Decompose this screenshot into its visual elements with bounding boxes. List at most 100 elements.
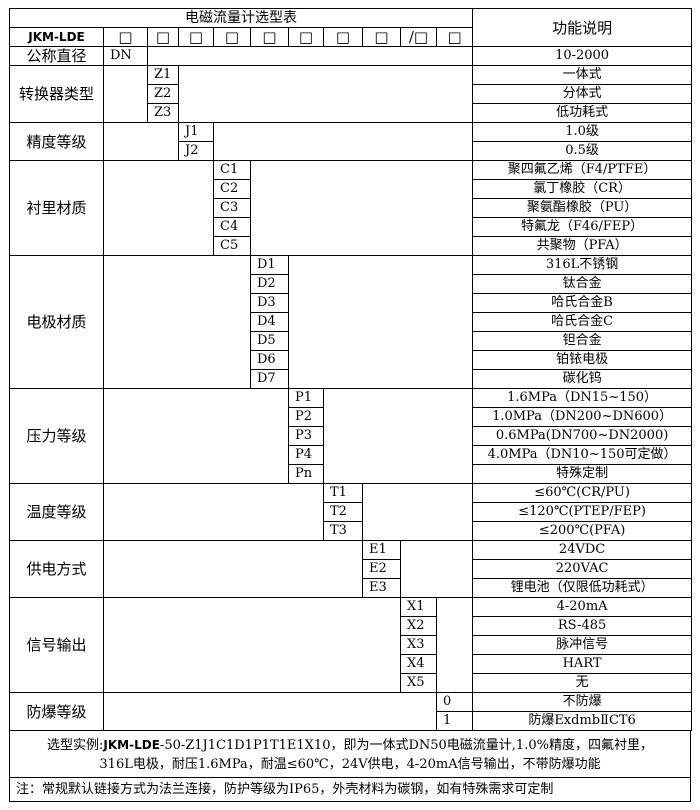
table-row: D2 钛合金 bbox=[10, 274, 693, 294]
option-description: 无 bbox=[472, 673, 693, 693]
group-label: 公称直径 bbox=[9, 46, 104, 66]
table-row: 衬里材质 C1 聚四氟乙烯（F4/PTFE） bbox=[9, 160, 693, 256]
option-description: 0.6MPa(DN700~DN2000) bbox=[472, 426, 693, 446]
option-description: 聚四氟乙烯（F4/PTFE） bbox=[472, 160, 693, 180]
example-prefix: 选型实例: bbox=[47, 738, 104, 753]
option-code: Pn bbox=[288, 464, 324, 484]
selection-table-container: 电磁流量计选型表 功能说明 JKM-LDE □ □ □ □ □ □ □ □/□ □ 公称直径 DN… bbox=[8, 8, 693, 802]
blank-cell bbox=[177, 65, 474, 123]
table-row: C5 共聚物（PFA） bbox=[10, 236, 693, 256]
option-description: HART bbox=[472, 654, 693, 674]
option-description: 聚氨酯橡胶（PU） bbox=[472, 198, 693, 218]
option-code: T2 bbox=[323, 502, 363, 522]
option-code: C3 bbox=[213, 198, 251, 218]
blank-cell bbox=[103, 483, 324, 541]
option-description: ≤60℃(CR/PU) bbox=[472, 483, 693, 503]
blank-cell bbox=[146, 46, 474, 66]
table-row: X2 RS-485 bbox=[10, 616, 693, 636]
option-code: C5 bbox=[213, 236, 251, 256]
example-model: JKM-LDE bbox=[103, 738, 160, 752]
table-row: P2 1.0MPa（DN200~DN600） bbox=[10, 407, 693, 427]
option-description: ≤120℃(PTEP/FEP) bbox=[472, 502, 693, 522]
table-row: D6 铂铱电极 bbox=[10, 350, 693, 370]
code-box-2: □ bbox=[147, 27, 179, 47]
group-label: 精度等级 bbox=[9, 122, 104, 161]
option-code: 0 bbox=[435, 692, 474, 712]
example-line1: -50-Z1J1C1D1P1T1E1X10，即为一体式DN50电磁流量计,1.0… bbox=[159, 738, 653, 753]
option-code: D6 bbox=[250, 350, 289, 370]
option-code: P3 bbox=[288, 426, 324, 446]
selection-example: 选型实例:JKM-LDE-50-Z1J1C1D1P1T1E1X10，即为一体式D… bbox=[10, 731, 690, 778]
group-label: 防爆等级 bbox=[9, 692, 104, 731]
option-description: 316L不锈钢 bbox=[472, 255, 693, 275]
option-description: 分体式 bbox=[472, 84, 693, 104]
code-box-4: □ bbox=[213, 27, 251, 47]
option-code: E2 bbox=[362, 559, 401, 579]
option-description: 1.0MPa（DN200~DN600） bbox=[472, 407, 693, 427]
option-code: P4 bbox=[288, 445, 324, 465]
table-row: 公称直径 DN 10-2000 bbox=[9, 46, 693, 66]
code-box-10: □ bbox=[435, 27, 474, 47]
option-code: P2 bbox=[288, 407, 324, 427]
table-row: 电极材质 D1 316L不锈钢 bbox=[9, 255, 693, 389]
blank-cell bbox=[287, 255, 474, 389]
function-header: 功能说明 bbox=[472, 8, 693, 47]
table-row: X4 HART bbox=[10, 654, 693, 674]
blank-cell bbox=[249, 160, 474, 256]
option-code: D3 bbox=[250, 293, 289, 313]
group-label: 供电方式 bbox=[9, 540, 104, 598]
table-row: Z2 分体式 bbox=[10, 84, 693, 104]
blank-cell bbox=[399, 540, 474, 598]
blank-cell bbox=[103, 255, 251, 389]
option-code: P1 bbox=[288, 388, 324, 408]
group-label: 温度等级 bbox=[9, 483, 104, 541]
option-description: 哈氏合金C bbox=[472, 312, 693, 332]
table-row: C2 氯丁橡胶（CR） bbox=[10, 179, 693, 199]
option-description: 4-20mA bbox=[472, 597, 693, 617]
option-description: 碳化钨 bbox=[472, 369, 693, 389]
blank-cell bbox=[103, 160, 214, 256]
group-label: 转换器类型 bbox=[9, 65, 104, 123]
option-code: Z3 bbox=[147, 103, 179, 123]
table-row: J2 0.5级 bbox=[10, 141, 693, 161]
table-row: 精度等级 J1 1.0级 bbox=[9, 122, 693, 161]
code-box-5: □ bbox=[250, 27, 289, 47]
table-row: 供电方式 E1 24VDC bbox=[9, 540, 693, 598]
option-code: C2 bbox=[213, 179, 251, 199]
option-code: C1 bbox=[213, 160, 251, 180]
option-description: ≤200℃(PFA) bbox=[472, 521, 693, 541]
option-description: 钽合金 bbox=[472, 331, 693, 351]
option-code: X5 bbox=[400, 673, 437, 693]
option-code: X4 bbox=[400, 654, 437, 674]
option-code: J1 bbox=[178, 122, 214, 142]
selection-table: 电磁流量计选型表 功能说明 JKM-LDE □ □ □ □ □ □ □ □/□ □ 公称直径 DN… bbox=[8, 8, 693, 731]
option-description: 24VDC bbox=[472, 540, 693, 560]
option-description: 铂铱电极 bbox=[472, 350, 693, 370]
option-code: X2 bbox=[400, 616, 437, 636]
table-row: 压力等级 P1 1.6MPa（DN15~150） bbox=[9, 388, 693, 484]
group-label: 压力等级 bbox=[9, 388, 104, 484]
table-row: 防爆等级 0 不防爆 bbox=[9, 692, 693, 731]
blank-cell bbox=[103, 692, 437, 731]
blank-cell bbox=[103, 540, 363, 598]
option-description: 10-2000 bbox=[472, 46, 693, 66]
model-code-row: JKM-LDE □ □ □ □ □ □ □ □/□ □ bbox=[9, 27, 692, 47]
blank-cell bbox=[212, 122, 474, 161]
table-row: X3 脉冲信号 bbox=[10, 635, 693, 655]
option-code: X3 bbox=[400, 635, 437, 655]
code-box-8: □ bbox=[362, 27, 401, 47]
blank-cell bbox=[322, 388, 474, 484]
group-label: 信号输出 bbox=[9, 597, 104, 693]
option-description: 1.6MPa（DN15~150） bbox=[472, 388, 693, 408]
option-description: 特殊定制 bbox=[472, 464, 693, 484]
option-code: E1 bbox=[362, 540, 401, 560]
code-box-6: □ bbox=[288, 27, 324, 47]
option-description: 220VAC bbox=[472, 559, 693, 579]
option-code: J2 bbox=[178, 141, 214, 161]
option-description: 1.0级 bbox=[472, 122, 693, 142]
option-description: 脉冲信号 bbox=[472, 635, 693, 655]
option-code: D2 bbox=[250, 274, 289, 294]
option-code: E3 bbox=[362, 578, 401, 598]
group-label: 电极材质 bbox=[9, 255, 104, 389]
option-code: Z1 bbox=[147, 65, 179, 85]
